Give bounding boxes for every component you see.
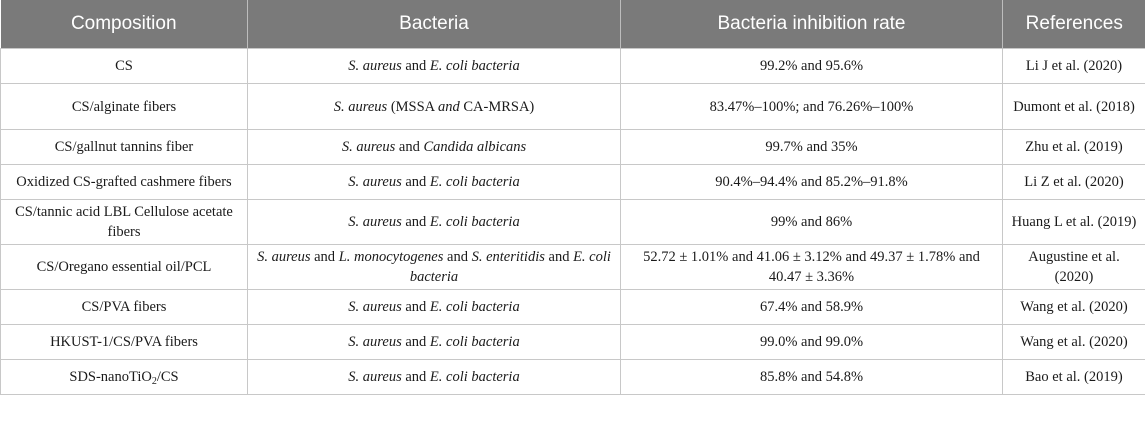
table-row: HKUST-1/CS/PVA fibers S. aureus and E. c… [0,324,1145,360]
bacteria-cell: S. aureus (MSSA and CA-MRSA) [247,83,621,130]
bacteria-text: and [395,139,424,155]
bacteria-cell: S. aureus and E. coli bacteria [247,324,621,360]
species-name: Candida albicans [423,139,527,155]
species-name: L. monocytogenes [338,249,444,265]
composition-text: /CS [156,369,179,385]
species-name: S. enteritidis [471,249,545,265]
bacteria-text: and [401,214,430,230]
rate-cell: 83.47%–100%; and 76.26%–100% [620,83,1003,130]
bacteria-cell: S. aureus and E. coli bacteria [247,289,621,325]
composition-cell: CS/tannic acid LBL Cellulose acetate fib… [0,199,248,245]
rate-cell: 99.0% and 99.0% [620,324,1003,360]
species-name: S. aureus [257,249,311,265]
table-row: CS/alginate fibers S. aureus (MSSA and C… [0,83,1145,130]
composition-cell: CS [0,48,248,84]
species-name: E. coli bacteria [429,214,520,230]
species-name: S. aureus [348,299,402,315]
bacteria-cell: S. aureus and Candida albicans [247,129,621,165]
composition-cell: CS/Oregano essential oil/PCL [0,244,248,290]
species-name: S. aureus [348,369,402,385]
reference-cell: Bao et al. (2019) [1002,359,1145,395]
species-name: E. coli bacteria [429,369,520,385]
rate-cell: 99% and 86% [620,199,1003,245]
bacteria-text: and [401,299,430,315]
header-inhibition-rate: Bacteria inhibition rate [620,0,1003,49]
bacteria-text: and [443,249,472,265]
reference-cell: Wang et al. (2020) [1002,324,1145,360]
bacteria-text: (MSSA [387,98,438,115]
bacteria-text: and [310,249,339,265]
reference-cell: Huang L et al. (2019) [1002,199,1145,245]
table-row: CS/Oregano essential oil/PCL S. aureus a… [0,244,1145,290]
species-name: E. coli bacteria [429,174,520,190]
bacteria-text: and [544,249,574,265]
reference-cell: Augustine et al. (2020) [1002,244,1145,290]
composition-cell: Oxidized CS-grafted cashmere fibers [0,164,248,200]
species-name: S. aureus [348,174,402,190]
species-name: E. coli bacteria [409,249,611,285]
species-name: and [437,98,460,115]
bacteria-text: and [401,334,430,350]
composition-cell: HKUST-1/CS/PVA fibers [0,324,248,360]
table-row: CS S. aureus and E. coli bacteria 99.2% … [0,48,1145,84]
bacteria-cell: S. aureus and E. coli bacteria [247,48,621,84]
bacteria-text: and [401,58,430,74]
rate-cell: 85.8% and 54.8% [620,359,1003,395]
rate-cell: 52.72 ± 1.01% and 41.06 ± 3.12% and 49.3… [620,244,1003,290]
bacteria-cell: S. aureus and L. monocytogenes and S. en… [247,244,621,290]
reference-cell: Dumont et al. (2018) [1002,83,1145,130]
composition-cell: SDS-nanoTiO2/CS [0,359,248,395]
bacteria-text: and [401,369,430,385]
reference-cell: Wang et al. (2020) [1002,289,1145,325]
reference-cell: Li Z et al. (2020) [1002,164,1145,200]
header-composition: Composition [0,0,248,49]
subscript-text: 2 [151,376,157,387]
rate-cell: 99.2% and 95.6% [620,48,1003,84]
table-row: CS/gallnut tannins fiber S. aureus and C… [0,129,1145,165]
species-name: E. coli bacteria [429,58,520,74]
table-row: Oxidized CS-grafted cashmere fibers S. a… [0,164,1145,200]
header-bacteria: Bacteria [247,0,621,49]
rate-cell: 99.7% and 35% [620,129,1003,165]
species-name: E. coli bacteria [429,299,520,315]
composition-cell: CS/gallnut tannins fiber [0,129,248,165]
composition-cell: CS/alginate fibers [0,83,248,130]
bacteria-cell: S. aureus and E. coli bacteria [247,359,621,395]
rate-cell: 67.4% and 58.9% [620,289,1003,325]
species-name: E. coli bacteria [429,334,520,350]
table-row: CS/tannic acid LBL Cellulose acetate fib… [0,199,1145,245]
header-row: Composition Bacteria Bacteria inhibition… [0,0,1145,49]
comparison-table: Composition Bacteria Bacteria inhibition… [0,0,1145,395]
bacteria-cell: S. aureus and E. coli bacteria [247,199,621,245]
species-name: S. aureus [348,58,402,74]
bacteria-cell: S. aureus and E. coli bacteria [247,164,621,200]
bacteria-text: CA-MRSA) [459,98,535,115]
species-name: S. aureus [348,214,402,230]
table-row: SDS-nanoTiO2/CS S. aureus and E. coli ba… [0,359,1145,395]
composition-text: SDS-nanoTiO [69,369,152,385]
species-name: S. aureus [333,98,388,115]
reference-cell: Zhu et al. (2019) [1002,129,1145,165]
composition-cell: CS/PVA fibers [0,289,248,325]
species-name: S. aureus [348,334,402,350]
header-references: References [1002,0,1145,49]
reference-cell: Li J et al. (2020) [1002,48,1145,84]
table-row: CS/PVA fibers S. aureus and E. coli bact… [0,289,1145,325]
bacteria-text: and [401,174,430,190]
species-name: S. aureus [341,139,396,155]
rate-cell: 90.4%–94.4% and 85.2%–91.8% [620,164,1003,200]
